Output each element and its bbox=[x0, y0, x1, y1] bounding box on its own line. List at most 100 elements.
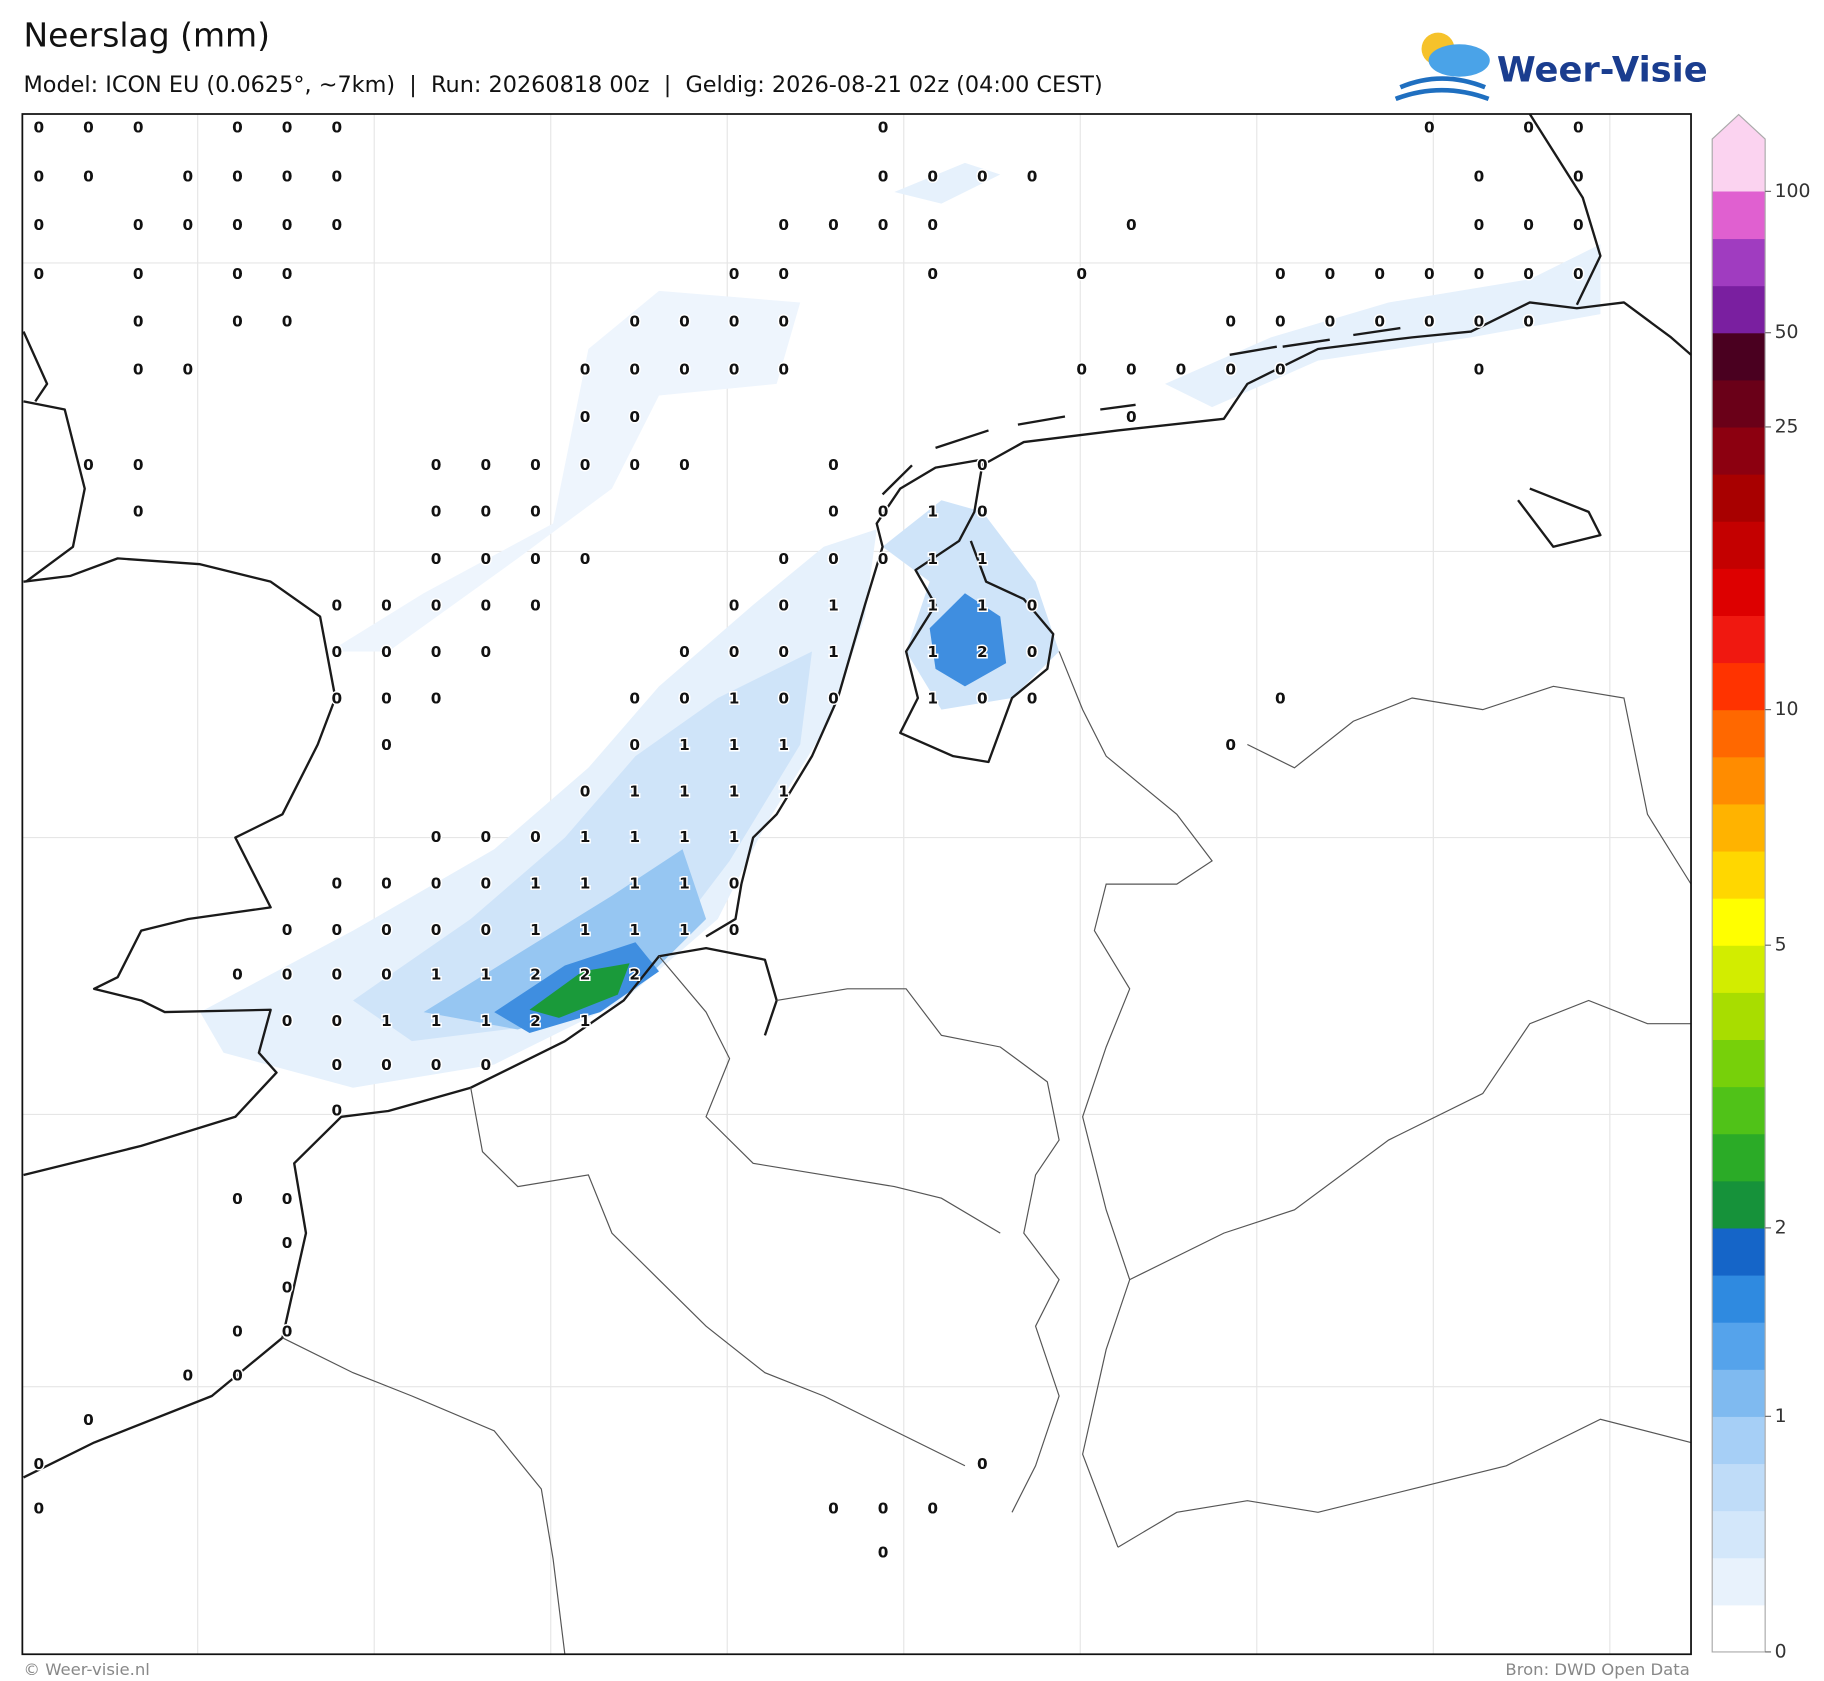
grid-value: 0 bbox=[381, 875, 392, 893]
grid-value: 1 bbox=[927, 690, 938, 708]
grid-value: 0 bbox=[580, 360, 591, 378]
grid-value: 2 bbox=[629, 965, 640, 983]
grid-value: 0 bbox=[431, 921, 442, 939]
grid-value: 0 bbox=[331, 921, 342, 939]
grid-value: 0 bbox=[282, 167, 293, 185]
grid-value: 0 bbox=[1474, 265, 1485, 283]
grid-value: 0 bbox=[133, 265, 144, 283]
grid-value: 0 bbox=[431, 550, 442, 568]
logo: Weer-Visie bbox=[1394, 32, 1708, 102]
grid-value: 0 bbox=[480, 921, 491, 939]
borders bbox=[282, 651, 1692, 1655]
colorbar-segment bbox=[1712, 756, 1766, 805]
grid-value: 0 bbox=[1573, 167, 1584, 185]
colorbar-tick-label: 10 bbox=[1775, 699, 1799, 720]
grid-value: 1 bbox=[828, 643, 839, 661]
grid-value: 0 bbox=[778, 265, 789, 283]
grid-value: 0 bbox=[977, 167, 988, 185]
subtitle: Model: ICON EU (0.0625°, ~7km) | Run: 20… bbox=[24, 72, 1103, 98]
grid-value: 0 bbox=[1523, 313, 1534, 331]
grid-value: 0 bbox=[878, 119, 889, 137]
grid-value: 0 bbox=[1424, 119, 1435, 137]
grid-value: 0 bbox=[1474, 360, 1485, 378]
grid-value: 0 bbox=[878, 550, 889, 568]
coastline bbox=[23, 946, 778, 1479]
grid-value: 0 bbox=[878, 216, 889, 234]
grid-value: 0 bbox=[977, 690, 988, 708]
grid-value: 0 bbox=[828, 502, 839, 520]
grid-value: 0 bbox=[381, 690, 392, 708]
grid-value: 0 bbox=[182, 1367, 193, 1385]
grid-value: 0 bbox=[480, 502, 491, 520]
grid-value: 1 bbox=[729, 828, 740, 846]
grid-value: 1 bbox=[679, 736, 690, 754]
grid-value: 0 bbox=[1374, 313, 1385, 331]
colorbar-segment bbox=[1712, 568, 1766, 616]
logo-waves bbox=[1394, 76, 1490, 102]
grid-value: 0 bbox=[927, 167, 938, 185]
grid-value: 0 bbox=[1126, 408, 1137, 426]
grid-value: 0 bbox=[232, 216, 243, 234]
grid-value: 0 bbox=[282, 1012, 293, 1030]
grid-value: 1 bbox=[927, 502, 938, 520]
grid-value: 2 bbox=[530, 1012, 541, 1030]
grid-value: 0 bbox=[778, 690, 789, 708]
grid-value: 0 bbox=[1225, 360, 1236, 378]
precip-area bbox=[894, 162, 1001, 204]
grid-value: 0 bbox=[1225, 313, 1236, 331]
grid-value: 0 bbox=[282, 216, 293, 234]
grid-value: 0 bbox=[282, 265, 293, 283]
grid-value: 0 bbox=[282, 1234, 293, 1252]
grid-value: 0 bbox=[232, 313, 243, 331]
grid-value: 0 bbox=[282, 921, 293, 939]
grid-value: 0 bbox=[629, 456, 640, 474]
grid-value: 0 bbox=[232, 167, 243, 185]
grid-value: 0 bbox=[1374, 265, 1385, 283]
island bbox=[881, 326, 1602, 548]
grid-value: 1 bbox=[729, 690, 740, 708]
map: 0 0 0 0 0 0 0 0 0 0 0 0 0 0 0 0 0 0 0 0 0 0 0 0 0 0 0 0 0 0 0 0 0 0 0 0 0 0 0 0… bbox=[21, 113, 1692, 1656]
grid-value: 1 bbox=[580, 1012, 591, 1030]
grid-value: 1 bbox=[927, 643, 938, 661]
grid-value: 1 bbox=[927, 597, 938, 615]
grid-value: 1 bbox=[629, 783, 640, 801]
grid-value: 2 bbox=[977, 643, 988, 661]
border bbox=[1129, 999, 1692, 1281]
grid-value: 0 bbox=[480, 828, 491, 846]
grid-value: 0 bbox=[828, 690, 839, 708]
grid-value: 0 bbox=[580, 550, 591, 568]
colorbar-tick-label: 50 bbox=[1775, 322, 1799, 343]
grid-value: 1 bbox=[828, 597, 839, 615]
grid-value: 2 bbox=[580, 965, 591, 983]
colorbar-frame bbox=[1711, 113, 1766, 1653]
grid-value: 0 bbox=[431, 828, 442, 846]
grid-value: 0 bbox=[778, 216, 789, 234]
grid-value: 0 bbox=[629, 736, 640, 754]
grid-value: 0 bbox=[232, 265, 243, 283]
colorbar-segment bbox=[1712, 898, 1766, 946]
grid-value: 0 bbox=[34, 1499, 45, 1517]
grid-value: 1 bbox=[778, 736, 789, 754]
colorbar-segment bbox=[1712, 1510, 1766, 1559]
coastline bbox=[23, 557, 337, 1177]
grid-value: 0 bbox=[282, 313, 293, 331]
precip-area bbox=[329, 290, 801, 652]
grid-value: 0 bbox=[331, 875, 342, 893]
grid-value: 0 bbox=[878, 167, 889, 185]
grid-value: 0 bbox=[778, 360, 789, 378]
grid-value: 0 bbox=[331, 119, 342, 137]
grid-value: 0 bbox=[182, 216, 193, 234]
grid-value: 0 bbox=[1424, 313, 1435, 331]
coastline bbox=[22, 331, 86, 583]
grid-value: 0 bbox=[629, 360, 640, 378]
grid-value: 0 bbox=[679, 313, 690, 331]
colorbar-segment bbox=[1712, 709, 1766, 758]
grid-value: 0 bbox=[629, 408, 640, 426]
grid-value: 0 bbox=[1275, 265, 1286, 283]
grid-value: 0 bbox=[530, 456, 541, 474]
grid-value: 0 bbox=[331, 690, 342, 708]
grid-value: 0 bbox=[1523, 216, 1534, 234]
colorbar-tick-label: 0 bbox=[1775, 1641, 1787, 1662]
precip-area bbox=[200, 529, 877, 1088]
